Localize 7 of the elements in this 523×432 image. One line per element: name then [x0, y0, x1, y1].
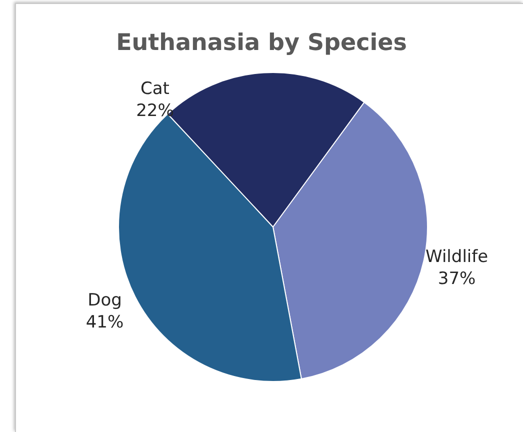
slice-label: Dog	[88, 290, 122, 310]
data-label: 37%	[438, 269, 476, 290]
chart-title: Euthanasia by Species	[115, 30, 408, 56]
data-label: 41%	[86, 312, 124, 332]
data-label: 22%	[136, 100, 174, 121]
slice-label: Wildlife	[426, 247, 488, 268]
slice-label: Cat	[140, 78, 170, 99]
